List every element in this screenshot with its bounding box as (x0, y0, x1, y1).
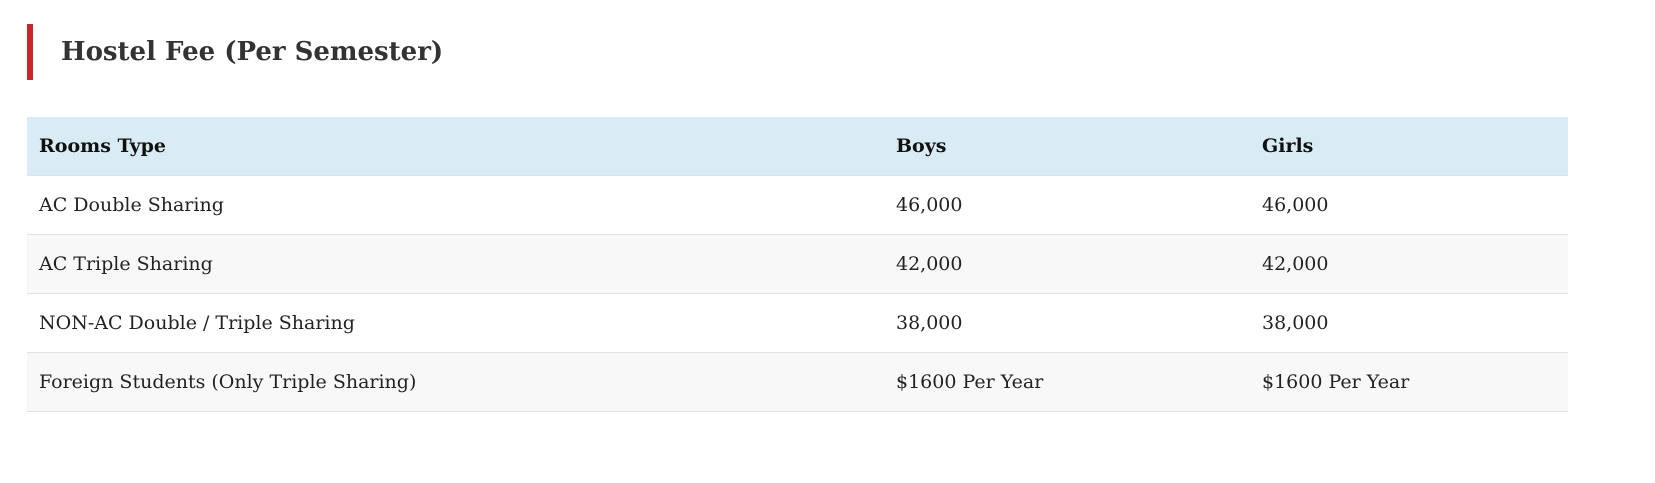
fee-table: Rooms Type Boys Girls AC Double Sharing 46,… (27, 117, 1568, 412)
table-cell: 42,000 (1250, 234, 1568, 294)
table-cell: $1600 Per Year (1250, 352, 1568, 412)
table-cell: 38,000 (1250, 293, 1568, 353)
table-cell: 46,000 (1250, 175, 1568, 235)
table-cell: NON-AC Double / Triple Sharing (27, 293, 884, 353)
column-header: Boys (884, 117, 1250, 176)
column-header: Rooms Type (27, 117, 884, 176)
table-cell: 38,000 (884, 293, 1250, 353)
section-heading: Hostel Fee (Per Semester) (27, 24, 443, 80)
table-cell: 46,000 (884, 175, 1250, 235)
table-row: AC Triple Sharing 42,000 42,000 (27, 234, 1568, 294)
header-row: Rooms Type Boys Girls (27, 117, 1568, 176)
heading-title: Hostel Fee (Per Semester) (61, 37, 444, 67)
table-cell: $1600 Per Year (884, 352, 1250, 412)
table-cell: 42,000 (884, 234, 1250, 294)
table-row: Foreign Students (Only Triple Sharing) $1… (27, 352, 1568, 412)
table-row: NON-AC Double / Triple Sharing 38,000 38,0… (27, 293, 1568, 353)
table-body: AC Double Sharing 46,000 46,000 AC Triple S… (27, 175, 1568, 412)
column-header: Girls (1250, 117, 1568, 176)
table-cell: AC Triple Sharing (27, 234, 884, 294)
table-cell: Foreign Students (Only Triple Sharing) (27, 352, 884, 412)
table-head: Rooms Type Boys Girls (27, 117, 1568, 176)
table-row: AC Double Sharing 46,000 46,000 (27, 175, 1568, 235)
table-cell: AC Double Sharing (27, 175, 884, 235)
